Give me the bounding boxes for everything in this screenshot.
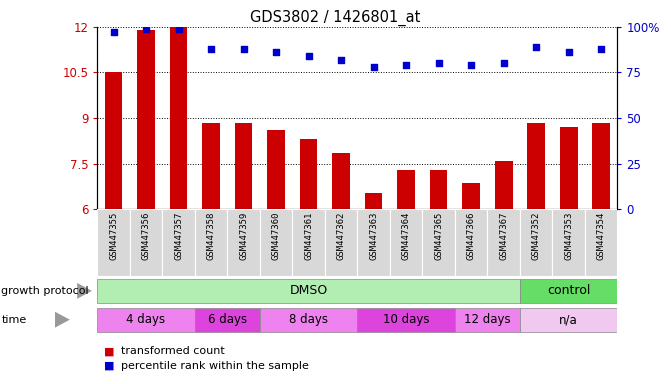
- Bar: [429, 170, 448, 209]
- Bar: [195, 308, 260, 332]
- Text: GSM447358: GSM447358: [207, 212, 215, 260]
- Bar: [227, 209, 260, 276]
- Bar: [552, 209, 585, 276]
- Text: GSM447360: GSM447360: [272, 212, 280, 260]
- Bar: [585, 209, 617, 276]
- Point: [336, 56, 346, 63]
- Bar: [235, 122, 252, 209]
- Bar: [97, 209, 130, 276]
- Bar: [520, 209, 552, 276]
- Bar: [455, 209, 487, 276]
- Point: [108, 29, 119, 35]
- Point: [206, 46, 217, 52]
- Point: [303, 53, 314, 59]
- Point: [173, 26, 184, 32]
- Text: GSM447362: GSM447362: [337, 212, 346, 260]
- Text: 6 days: 6 days: [208, 313, 247, 326]
- Text: GSM447364: GSM447364: [401, 212, 411, 260]
- Point: [433, 60, 444, 66]
- Bar: [520, 279, 617, 303]
- Bar: [162, 209, 195, 276]
- Bar: [170, 27, 187, 209]
- Text: 4 days: 4 days: [127, 313, 166, 326]
- Bar: [358, 209, 390, 276]
- Text: DMSO: DMSO: [289, 285, 327, 297]
- Bar: [397, 170, 415, 209]
- Text: GSM447354: GSM447354: [597, 212, 605, 260]
- Bar: [520, 308, 617, 332]
- Text: ■: ■: [104, 346, 115, 356]
- Point: [238, 46, 249, 52]
- Text: 12 days: 12 days: [464, 313, 511, 326]
- Bar: [560, 127, 578, 209]
- Point: [401, 62, 411, 68]
- Text: GSM447367: GSM447367: [499, 212, 508, 260]
- Text: GSM447353: GSM447353: [564, 212, 573, 260]
- Point: [466, 62, 476, 68]
- Text: control: control: [547, 285, 590, 297]
- Bar: [293, 209, 325, 276]
- Bar: [97, 308, 195, 332]
- Point: [498, 60, 509, 66]
- Text: percentile rank within the sample: percentile rank within the sample: [121, 361, 309, 371]
- Polygon shape: [77, 283, 92, 299]
- Text: 8 days: 8 days: [289, 313, 328, 326]
- Bar: [422, 209, 455, 276]
- Text: GSM447361: GSM447361: [304, 212, 313, 260]
- Text: growth protocol: growth protocol: [1, 286, 89, 296]
- Bar: [195, 209, 227, 276]
- Bar: [390, 209, 422, 276]
- Text: GSM447363: GSM447363: [369, 212, 378, 260]
- Bar: [137, 30, 155, 209]
- Bar: [462, 184, 480, 209]
- Bar: [300, 139, 317, 209]
- Bar: [202, 122, 220, 209]
- Bar: [260, 308, 357, 332]
- Bar: [527, 122, 545, 209]
- Bar: [487, 209, 520, 276]
- Bar: [105, 73, 123, 209]
- Text: ■: ■: [104, 361, 115, 371]
- Point: [141, 26, 152, 32]
- Text: GSM447365: GSM447365: [434, 212, 443, 260]
- Text: GDS3802 / 1426801_at: GDS3802 / 1426801_at: [250, 10, 421, 26]
- Text: GSM447359: GSM447359: [239, 212, 248, 260]
- Text: GSM447357: GSM447357: [174, 212, 183, 260]
- Text: 10 days: 10 days: [383, 313, 429, 326]
- Text: GSM447356: GSM447356: [142, 212, 150, 260]
- Point: [368, 64, 379, 70]
- Bar: [358, 308, 455, 332]
- Point: [563, 50, 574, 56]
- Bar: [592, 122, 610, 209]
- Text: GSM447366: GSM447366: [466, 212, 476, 260]
- Text: transformed count: transformed count: [121, 346, 225, 356]
- Bar: [325, 209, 357, 276]
- Bar: [260, 209, 293, 276]
- Bar: [364, 192, 382, 209]
- Text: n/a: n/a: [559, 313, 578, 326]
- Point: [531, 44, 541, 50]
- Point: [270, 50, 281, 56]
- Bar: [97, 279, 520, 303]
- Text: GSM447352: GSM447352: [531, 212, 541, 260]
- Bar: [332, 153, 350, 209]
- Point: [596, 46, 607, 52]
- Bar: [267, 130, 285, 209]
- Bar: [495, 161, 513, 209]
- Bar: [130, 209, 162, 276]
- Polygon shape: [55, 312, 70, 328]
- Text: time: time: [1, 314, 27, 325]
- Bar: [455, 308, 520, 332]
- Text: GSM447355: GSM447355: [109, 212, 118, 260]
